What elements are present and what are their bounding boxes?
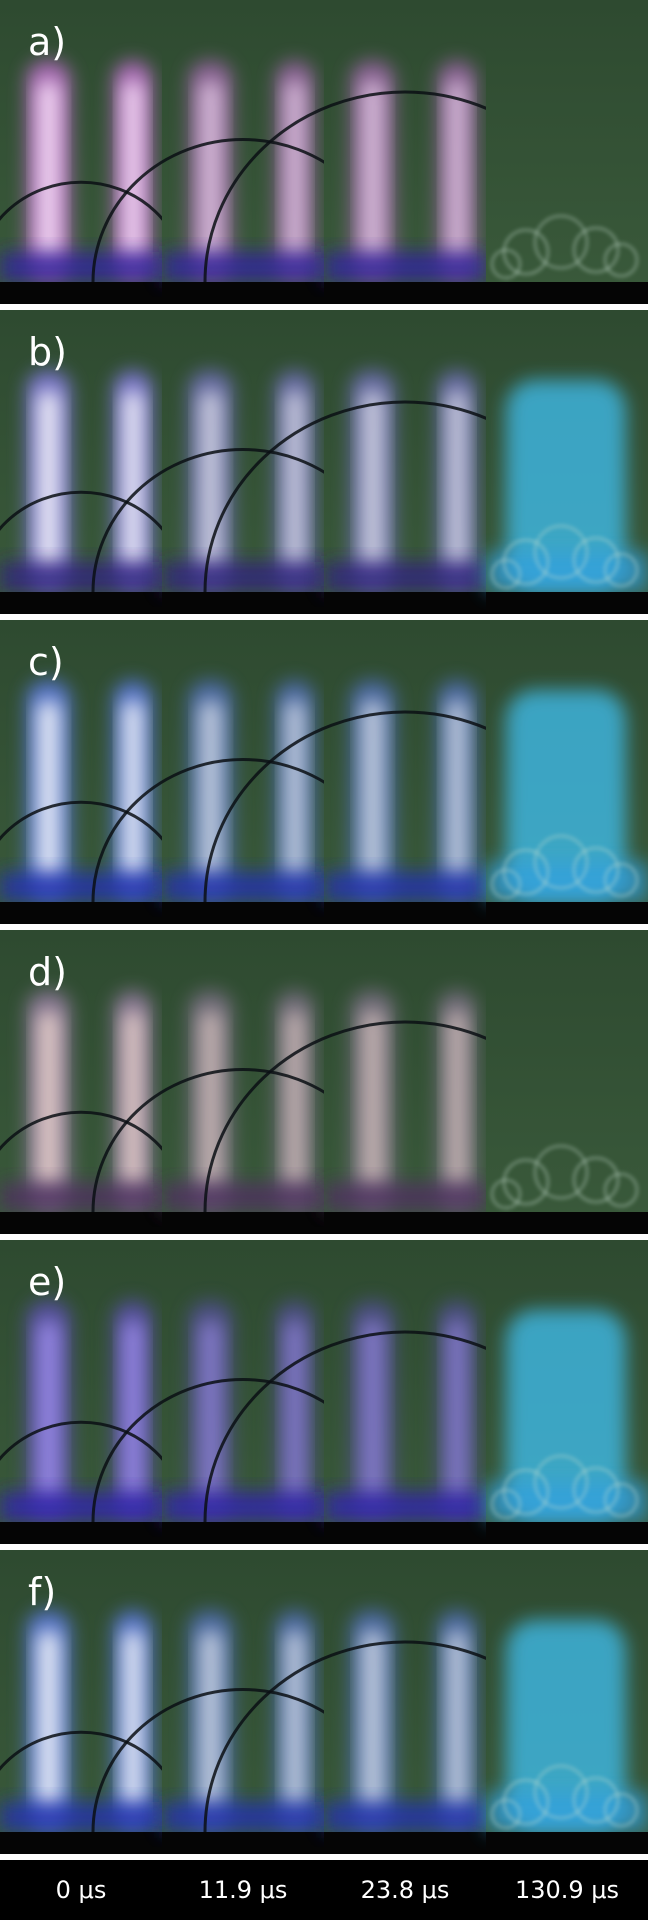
base-glow (162, 252, 324, 282)
base-glow (324, 1492, 486, 1522)
time-label: 23.8 μs (361, 1876, 450, 1904)
plasma-core (447, 700, 467, 882)
plasma-core (37, 700, 60, 882)
substrate (162, 592, 324, 614)
plasma-core (361, 1010, 384, 1192)
substrate (324, 282, 486, 304)
panel: a) (0, 0, 648, 304)
substrate (162, 1212, 324, 1234)
plasma-core (123, 1320, 143, 1502)
panel: f) (0, 1550, 648, 1854)
base-glow (0, 1802, 162, 1832)
plasma-core (361, 80, 384, 262)
base-glow (0, 562, 162, 592)
panel: c) (0, 620, 648, 924)
substrate (486, 1212, 648, 1234)
panel-label: b) (28, 330, 67, 374)
time-label: 0 μs (56, 1876, 107, 1904)
plasma-core (361, 700, 384, 882)
panel: d) (0, 930, 648, 1234)
substrate (324, 902, 486, 924)
plasma-core (123, 700, 143, 882)
plasma-core (37, 1320, 60, 1502)
substrate (0, 282, 162, 304)
base-glow (162, 562, 324, 592)
base-glow (324, 872, 486, 902)
plasma-core (361, 1320, 384, 1502)
time-label: 130.9 μs (515, 1876, 619, 1904)
panel: e) (0, 1240, 648, 1544)
base-glow (324, 1182, 486, 1212)
base-glow (162, 1802, 324, 1832)
plasma-core (447, 1010, 467, 1192)
panel-label: c) (28, 640, 64, 684)
frame (486, 310, 648, 614)
base-glow (324, 1802, 486, 1832)
base-glow (0, 1182, 162, 1212)
plasma-core (37, 1630, 60, 1812)
panel-label: a) (28, 20, 66, 64)
plasma-core (447, 1630, 467, 1812)
substrate (0, 902, 162, 924)
figure: a) b) c) d) e) f) 0 μs 11.9 μs 23.8 μs 130.9 μs (0, 0, 648, 1920)
plasma-core (447, 80, 467, 262)
substrate (324, 592, 486, 614)
frame-background (486, 930, 648, 1234)
base-glow (162, 872, 324, 902)
substrate (162, 282, 324, 304)
substrate (0, 1832, 162, 1854)
plasma-core (37, 390, 60, 572)
substrate (162, 1832, 324, 1854)
frame (486, 1240, 648, 1544)
plasma-core (123, 390, 143, 572)
frame (486, 1550, 648, 1854)
plasma-core (361, 1630, 384, 1812)
panel-label: d) (28, 950, 67, 994)
plasma-core (285, 80, 305, 262)
substrate (486, 592, 648, 614)
frame (486, 0, 648, 304)
substrate (0, 1212, 162, 1234)
base-glow (0, 1492, 162, 1522)
plasma-core (361, 390, 384, 572)
plasma-core (123, 80, 143, 262)
base-glow (324, 562, 486, 592)
base-glow (324, 252, 486, 282)
plasma-core (285, 390, 305, 572)
plasma-core (285, 1010, 305, 1192)
substrate (162, 1522, 324, 1544)
panel-label: f) (28, 1570, 56, 1614)
plasma-core (285, 1320, 305, 1502)
time-label: 11.9 μs (199, 1876, 288, 1904)
frame (486, 930, 648, 1234)
panel-label: e) (28, 1260, 66, 1304)
substrate (0, 1522, 162, 1544)
panel: b) (0, 310, 648, 614)
plasma-core (123, 1010, 143, 1192)
substrate (486, 902, 648, 924)
plasma-core (37, 1010, 60, 1192)
plasma-core (37, 80, 60, 262)
substrate (486, 1832, 648, 1854)
plasma-core (447, 390, 467, 572)
plasma-core (447, 1320, 467, 1502)
base-glow (162, 1492, 324, 1522)
plasma-core (285, 1630, 305, 1812)
substrate (324, 1832, 486, 1854)
plasma-core (285, 700, 305, 882)
frame (486, 620, 648, 924)
substrate (486, 282, 648, 304)
substrate (162, 902, 324, 924)
substrate (0, 592, 162, 614)
substrate (324, 1522, 486, 1544)
base-glow (162, 1182, 324, 1212)
substrate (324, 1212, 486, 1234)
base-glow (0, 252, 162, 282)
base-glow (0, 872, 162, 902)
plasma-core (123, 1630, 143, 1812)
frame-background (486, 0, 648, 304)
substrate (486, 1522, 648, 1544)
